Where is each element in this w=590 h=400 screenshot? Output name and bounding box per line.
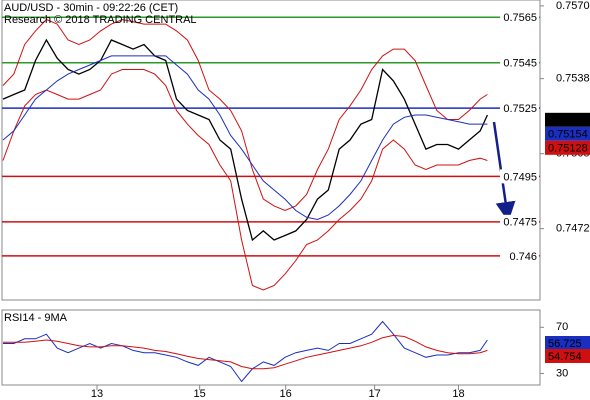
- level-label: 0.7545: [503, 58, 537, 70]
- level-label: 0.7475: [503, 217, 537, 229]
- x-tick-label: 13: [91, 388, 103, 400]
- x-tick-label: 17: [368, 388, 380, 400]
- last-value-label: 54.754: [548, 351, 582, 363]
- y-tick-label: 0.7538: [556, 73, 590, 85]
- level-label-bg: [500, 101, 539, 116]
- level-label-bg: [500, 169, 539, 184]
- series-line: [2, 69, 488, 291]
- series-line: [2, 18, 488, 212]
- y-tick-label: 30: [556, 367, 568, 379]
- series-line: [2, 38, 488, 242]
- level-label: 0.7565: [503, 12, 537, 24]
- last-value-label: 56.725: [548, 338, 582, 350]
- y-tick-label: 0.7570: [556, 0, 590, 12]
- level-label-bg: [500, 10, 539, 25]
- x-tick-label: 16: [280, 388, 292, 400]
- chart-title: AUD/USD - 30min - 09:22:26 (CET): [4, 2, 178, 14]
- last-value-label: 0.75128: [548, 143, 588, 155]
- last-value-label: 0.75154: [548, 129, 588, 141]
- level-label: 0.7495: [503, 171, 537, 183]
- last-value-box: [545, 140, 590, 155]
- rsi-panel: [1, 309, 541, 386]
- last-value-label: 0.7519: [548, 115, 582, 127]
- x-tick-label: 15: [194, 388, 206, 400]
- series-line: [3, 334, 488, 370]
- x-tick-label: 18: [452, 388, 464, 400]
- series-line: [2, 55, 488, 221]
- level-label: 0.7525: [503, 103, 537, 115]
- price-panel: [1, 0, 541, 301]
- last-value-box: [545, 126, 590, 141]
- last-value-box: [545, 336, 590, 350]
- level-label-bg: [500, 55, 539, 70]
- level-label: 0.746: [509, 251, 537, 263]
- rsi-title: RSI14 - 9MA: [4, 312, 68, 324]
- forecast-arrow: [492, 121, 516, 222]
- y-tick-label: 0.7472: [556, 223, 590, 235]
- y-tick-label: 70: [556, 321, 568, 333]
- last-value-box: [545, 349, 590, 363]
- series-line: [3, 320, 488, 383]
- level-label-bg: [500, 248, 539, 263]
- level-label-bg: [500, 214, 539, 229]
- last-value-box: [545, 112, 590, 127]
- chart-subtitle: Research © 2018 TRADING CENTRAL: [4, 14, 197, 26]
